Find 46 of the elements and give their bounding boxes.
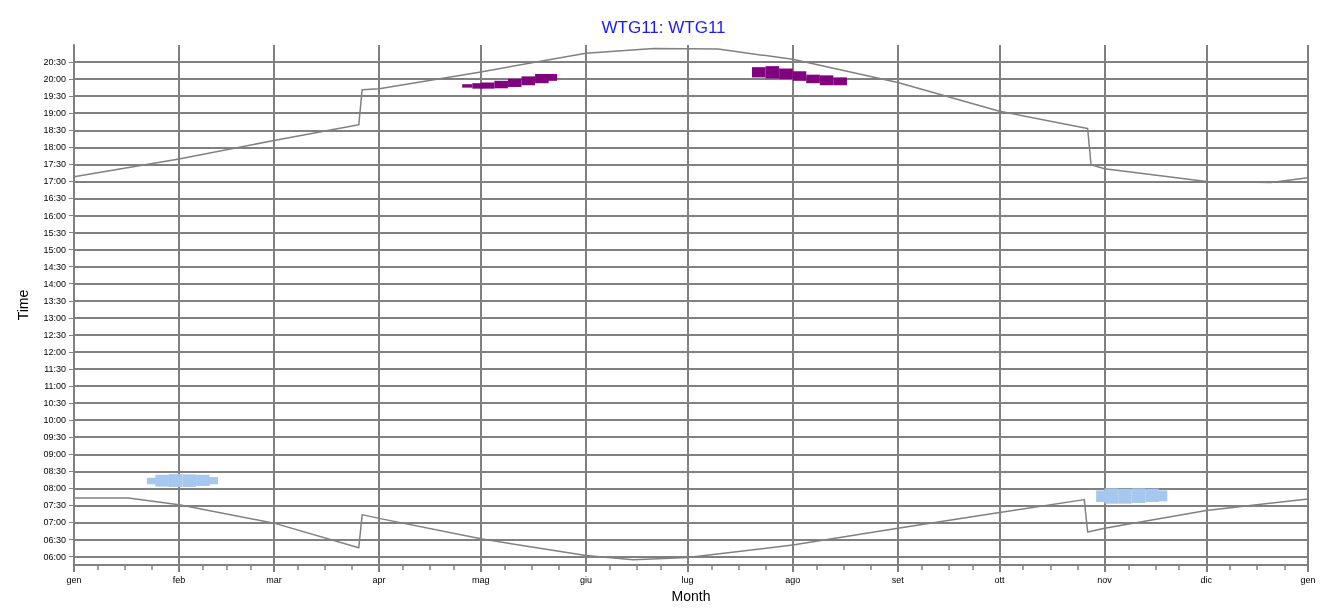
y-tick-label: 09:00 [43, 449, 66, 460]
y-tick-label: 17:30 [43, 159, 66, 170]
y-tick-label: 14:00 [43, 278, 66, 289]
y-tick-label: 19:30 [43, 91, 66, 102]
y-tick-label: 11:30 [44, 364, 66, 374]
x-tick-label: feb [172, 574, 186, 585]
y-tick-label: 11:00 [44, 381, 66, 392]
y-tick-label: 16:00 [43, 210, 66, 221]
y-tick-label: 14:30 [43, 261, 66, 272]
y-tick-label: 18:00 [43, 142, 66, 153]
x-tick-label: mag [472, 574, 490, 585]
x-tick-label: ago [785, 574, 801, 585]
y-tick-label: 08:30 [43, 466, 66, 477]
chart-title: WTG11: WTG11 [601, 18, 726, 37]
x-tick-label: gen [1300, 574, 1316, 585]
y-tick-label: 20:30 [43, 57, 66, 68]
y-tick-label: 07:30 [43, 500, 66, 511]
y-tick-label: 15:00 [43, 244, 66, 255]
y-tick-label: 12:00 [43, 346, 66, 357]
y-tick-label: 13:00 [43, 312, 66, 323]
y-tick-label: 19:00 [43, 108, 66, 119]
y-tick-label: 18:30 [43, 125, 66, 136]
x-tick-label: dic [1200, 574, 1213, 585]
x-tick-label: ott [994, 574, 1005, 585]
x-axis-title: Month [671, 588, 711, 604]
x-tick-label: giu [579, 574, 592, 585]
x-tick-label: mar [266, 574, 282, 585]
x-tick-label: gen [66, 574, 82, 585]
y-tick-label: 08:00 [43, 483, 66, 494]
y-tick-label: 06:00 [43, 551, 66, 562]
y-tick-label: 15:30 [43, 227, 66, 238]
y-tick-label: 10:00 [43, 415, 66, 426]
y-tick-label: 09:30 [43, 432, 66, 443]
y-axis-title: Time [15, 289, 31, 321]
x-tick-label: apr [372, 574, 386, 585]
x-tick-label: nov [1097, 574, 1113, 585]
y-tick-label: 06:30 [43, 534, 66, 545]
x-tick-label: lug [681, 574, 694, 585]
y-tick-label: 13:30 [43, 295, 66, 306]
y-tick-label: 10:30 [43, 398, 66, 409]
y-tick-label: 20:00 [43, 74, 66, 85]
y-tick-label: 17:00 [43, 176, 66, 187]
y-tick-label: 07:00 [43, 517, 66, 528]
x-tick-label: set [891, 574, 905, 585]
y-tick-label: 16:30 [43, 193, 66, 204]
y-tick-label: 12:30 [43, 329, 66, 340]
